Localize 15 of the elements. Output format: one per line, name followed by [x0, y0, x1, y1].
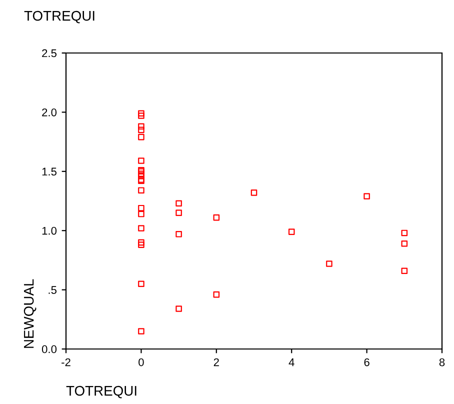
y-tick-label: 1.5 [42, 168, 57, 176]
x-tick-label: 4 [288, 358, 294, 366]
y-axis-title: NEWQUAL [24, 279, 36, 348]
y-tick-label: 1.0 [42, 226, 57, 235]
x-tick-label: 2 [214, 358, 219, 366]
x-tick-label: 8 [439, 358, 445, 366]
y-tick-label: 2.5 [42, 49, 57, 58]
y-tick-label: 2.0 [42, 108, 57, 116]
x-axis-title: TOTREQUI [66, 386, 136, 398]
x-tick-label: 0 [138, 358, 144, 366]
x-tick-label: -2 [62, 358, 70, 366]
x-tick-label: 6 [364, 358, 370, 366]
y-tick-label: .5 [48, 286, 57, 294]
y-tick-label: 0.0 [42, 345, 57, 354]
chart-title: TOTREQUI [24, 10, 94, 24]
